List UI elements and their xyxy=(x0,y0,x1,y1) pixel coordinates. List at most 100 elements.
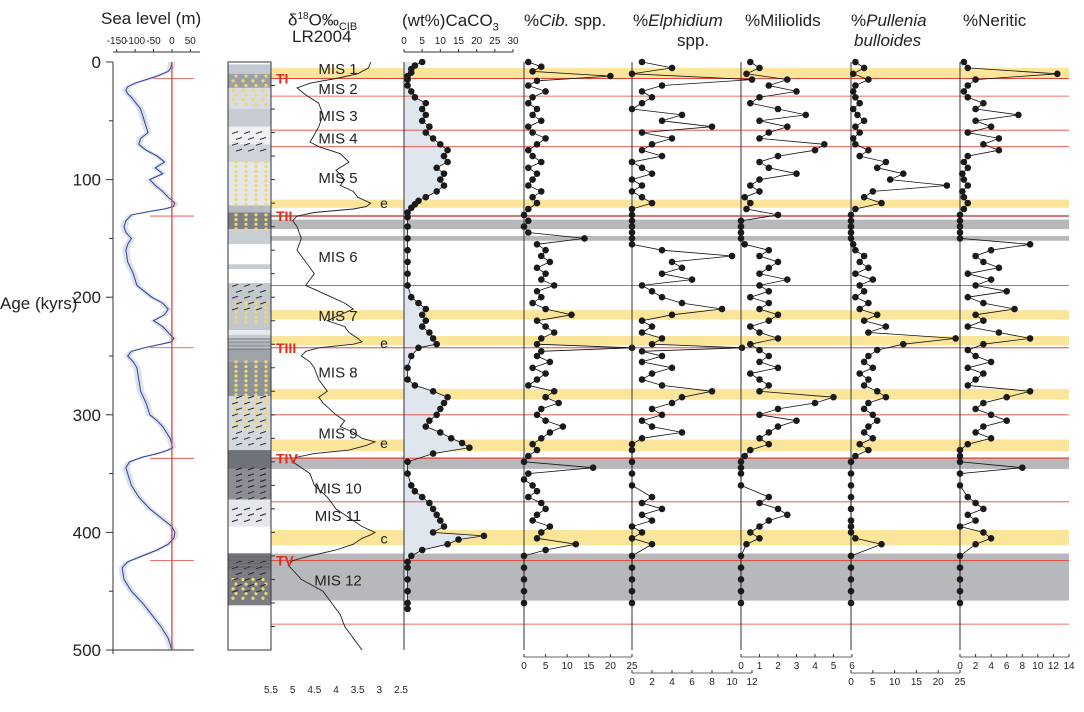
lithology-fleck xyxy=(247,490,255,494)
cib-point xyxy=(533,352,541,360)
lithology-fleck xyxy=(231,295,239,299)
lithology-granule xyxy=(231,79,235,83)
elph-point xyxy=(638,182,646,189)
elph-point xyxy=(668,64,676,72)
caco3-point xyxy=(422,317,430,325)
caco3-tick-label: 15 xyxy=(453,36,465,47)
elph-point xyxy=(648,323,656,330)
caco3-tick-label: 10 xyxy=(435,36,447,47)
lithology-fleck xyxy=(259,467,267,471)
lithology-granule xyxy=(264,74,268,78)
elph-point xyxy=(638,376,646,383)
pull-point xyxy=(849,70,857,78)
cib-tick-label: 0 xyxy=(521,661,527,672)
neritic-point xyxy=(972,376,979,383)
lithology-fleck xyxy=(255,425,263,429)
elph-point xyxy=(638,329,646,336)
lithology-unit xyxy=(228,283,271,331)
lithology-granule xyxy=(264,591,268,596)
milio-point xyxy=(765,246,773,254)
lithology-granule xyxy=(244,421,248,425)
caco3-tick-label: 30 xyxy=(507,36,519,47)
lithology-granule xyxy=(241,88,245,92)
neritic-point xyxy=(1011,305,1018,313)
milio-point xyxy=(756,523,763,530)
elph-point xyxy=(628,217,636,225)
age-tick-label: 0 xyxy=(92,53,101,72)
caco3-point xyxy=(437,141,444,148)
lithology-fleck xyxy=(235,430,243,434)
milio-point xyxy=(747,323,754,330)
cib-point xyxy=(538,499,545,507)
neritic-point xyxy=(956,576,964,583)
mis-label: MIS 7 xyxy=(318,308,357,325)
elph-point xyxy=(628,229,636,236)
neritic-point xyxy=(960,205,968,213)
pull-point xyxy=(873,164,881,172)
caco3-point xyxy=(415,299,422,307)
elph-point xyxy=(628,211,636,219)
milio-point xyxy=(756,64,763,72)
elph-point xyxy=(648,370,656,377)
caco3-point xyxy=(480,532,488,540)
neritic-point xyxy=(964,493,972,501)
elph-point xyxy=(638,499,646,507)
milio-point xyxy=(747,293,754,301)
lithology-granule xyxy=(254,213,258,217)
lithology-fleck xyxy=(235,496,243,500)
milio-point xyxy=(811,399,819,407)
pull-tick-label: 25 xyxy=(954,677,966,688)
lithology-granule xyxy=(254,174,258,178)
elph-point xyxy=(668,311,676,319)
lithology-granule xyxy=(254,202,258,206)
lithology-granule xyxy=(254,315,258,319)
cib-point xyxy=(538,252,545,260)
cib-point xyxy=(546,523,554,530)
elph-point xyxy=(628,552,636,560)
neritic-point xyxy=(987,535,995,542)
pull-tick-label: 5 xyxy=(870,677,876,688)
lithology-granule xyxy=(264,102,268,106)
neritic-point xyxy=(959,170,966,177)
elph-point xyxy=(658,335,666,342)
lithology-granule xyxy=(264,315,268,319)
caco3-point xyxy=(422,111,430,119)
lithology-granule xyxy=(254,193,258,197)
lithology-fleck xyxy=(243,425,251,429)
neritic-point xyxy=(972,517,979,524)
milio-point xyxy=(765,493,773,501)
mis-label: MIS 6 xyxy=(318,249,357,266)
neritic-point xyxy=(1003,417,1010,425)
interglacial-band xyxy=(271,388,1069,400)
lithology-fleck xyxy=(231,425,239,429)
caco3-point xyxy=(418,311,426,319)
age-tick-label: 400 xyxy=(73,523,101,542)
caco3-tick-label: 25 xyxy=(489,36,501,47)
lithology-granule xyxy=(234,179,238,183)
lithology-granule xyxy=(241,98,245,102)
elph-point xyxy=(668,364,676,372)
pull-point xyxy=(847,217,855,225)
cib-point xyxy=(520,476,528,483)
lithology-unit xyxy=(228,144,271,162)
pull-point xyxy=(852,535,859,542)
milio-point xyxy=(747,99,754,107)
lithology-granule xyxy=(244,310,248,315)
lithology-fleck xyxy=(247,467,255,471)
lithology-granule xyxy=(234,374,238,378)
pull-point xyxy=(856,152,863,160)
neritic-point xyxy=(972,252,979,260)
lithology-fleck xyxy=(259,289,267,293)
caco3-point xyxy=(404,376,411,383)
caco3-point xyxy=(444,393,451,401)
lithology-granule xyxy=(234,320,238,324)
caco3-point xyxy=(404,235,411,242)
elph-point xyxy=(638,435,646,442)
elph-point xyxy=(648,94,656,101)
lithology-granule xyxy=(254,160,258,164)
lithology-fleck xyxy=(247,148,255,152)
lithology-granule xyxy=(254,179,258,183)
elph-point xyxy=(638,58,646,66)
pull-point xyxy=(869,411,877,419)
elph-point xyxy=(648,405,656,413)
